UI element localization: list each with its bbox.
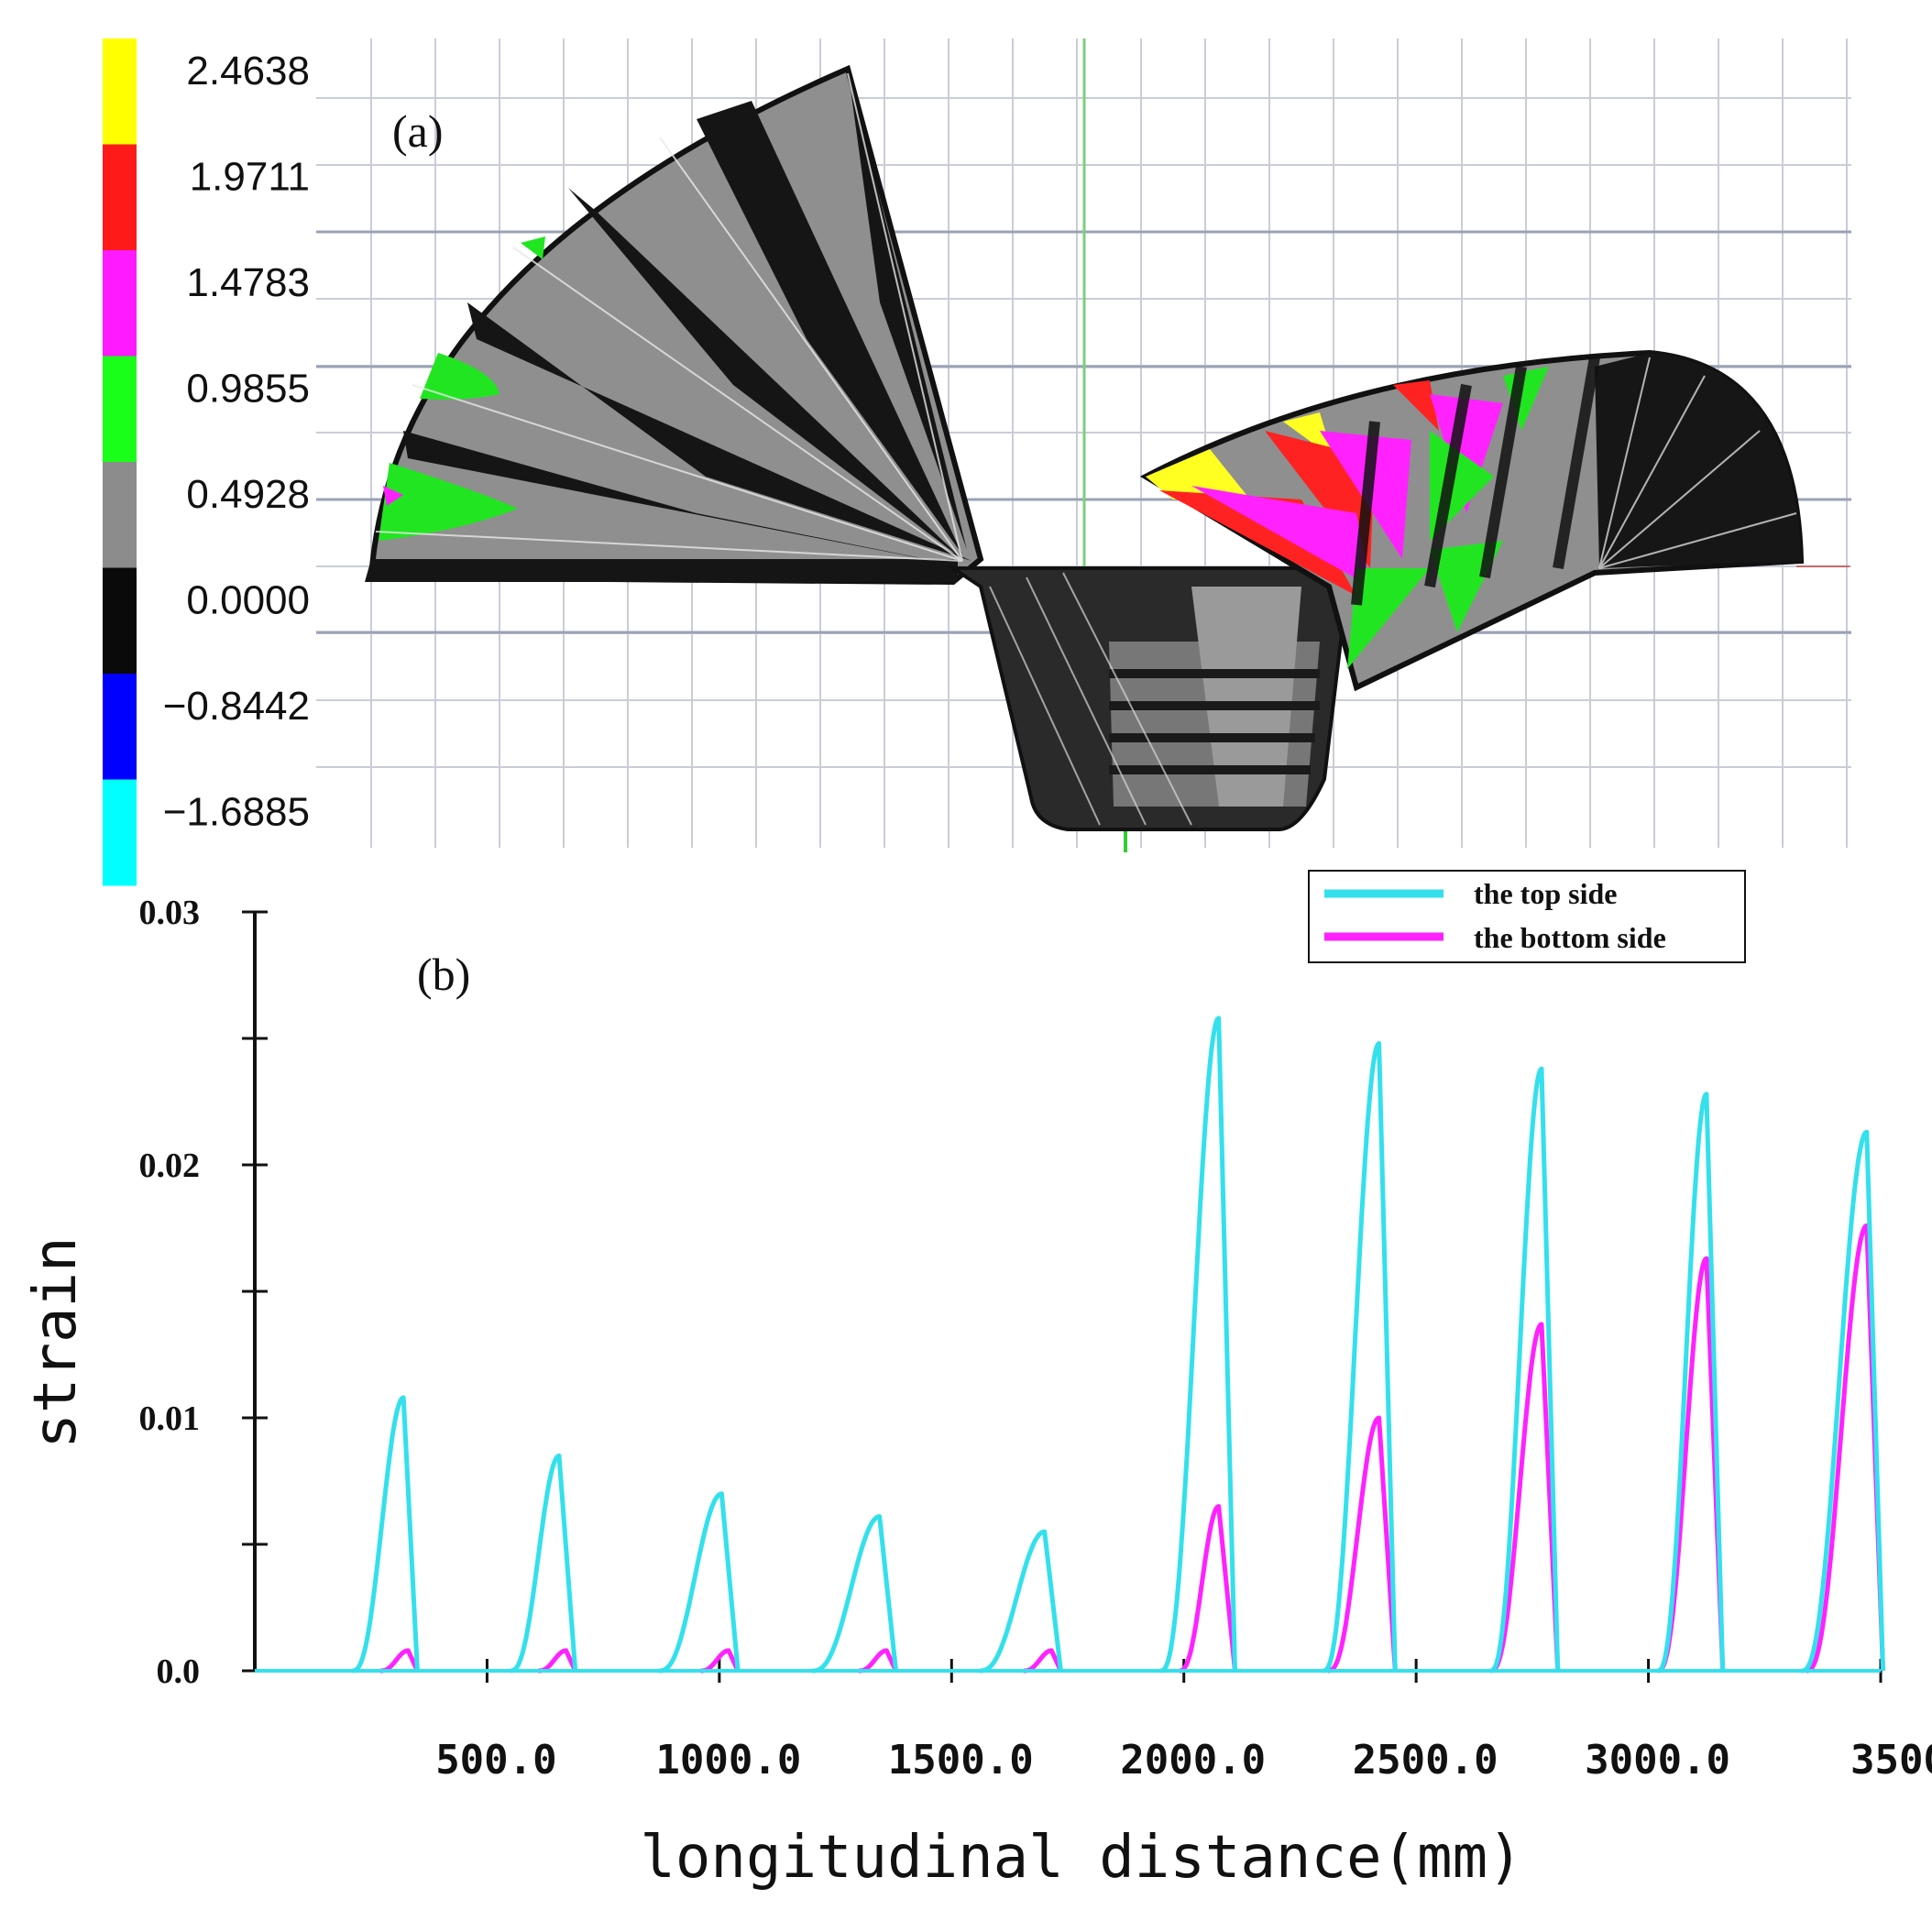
strain-peak xyxy=(509,1453,578,1674)
x-tick-label: 3000.0 xyxy=(1585,1737,1730,1784)
panel-a: 2.4638 1.9711 1.4783 0.9855 0.4928 0.0000 −0.8… xyxy=(103,38,1851,886)
strain-peak xyxy=(379,1648,420,1674)
y-tick-label: 0.03 xyxy=(139,894,201,932)
colorbar-label: 2.4638 xyxy=(186,49,310,93)
x-tick-label: 1500.0 xyxy=(888,1737,1034,1784)
colorbar-swatch xyxy=(103,674,137,780)
x-tick-label: 2000.0 xyxy=(1120,1737,1266,1784)
colorbar-label: −1.6885 xyxy=(163,790,310,835)
left-flange-mesh xyxy=(365,64,984,586)
x-tick-label: 2500.0 xyxy=(1353,1737,1498,1784)
colorbar-label: 0.0000 xyxy=(186,578,310,623)
colorbar-swatch xyxy=(103,356,137,463)
contour-colorbar: 2.4638 1.9711 1.4783 0.9855 0.4928 0.0000 −0.8… xyxy=(103,38,310,886)
strain-peak xyxy=(1489,1066,1561,1674)
y-tick-label: 0.02 xyxy=(139,1147,201,1185)
strain-peak xyxy=(351,1395,420,1674)
strain-peak xyxy=(811,1514,898,1674)
y-tick-label: 0.01 xyxy=(139,1400,201,1438)
strain-peak xyxy=(1656,1092,1726,1674)
colorbar-swatch xyxy=(103,144,137,251)
colorbar-label: 0.4928 xyxy=(186,472,310,517)
colorbar-swatch xyxy=(103,250,137,357)
series-bottom-side xyxy=(255,1223,1885,1674)
strain-peak xyxy=(1178,1504,1237,1674)
strain-peak xyxy=(857,1648,898,1674)
colorbar-label: 1.9711 xyxy=(190,155,310,200)
strain-peak xyxy=(979,1529,1063,1674)
panel-b-chart: 0.0 0.01 0.02 0.03 500.0 1000.0 1500.0 2000.0 2… xyxy=(22,870,1932,1892)
colorbar-swatch xyxy=(103,38,137,145)
strain-peak xyxy=(1159,1015,1237,1674)
x-axis-title: longitudinal distance(mm) xyxy=(640,1824,1522,1892)
y-tick-label: 0.0 xyxy=(157,1652,201,1691)
strain-peak xyxy=(1326,1415,1398,1674)
strain-peak xyxy=(536,1648,577,1674)
x-tick-label: 500.0 xyxy=(435,1737,556,1784)
colorbar-swatch xyxy=(103,462,137,568)
strain-peak xyxy=(658,1491,741,1674)
strain-peak xyxy=(1806,1223,1885,1674)
strain-peak xyxy=(1322,1041,1398,1674)
colorbar-label: 0.9855 xyxy=(186,367,310,412)
y-axis-title: strain xyxy=(22,1236,90,1448)
web-channel-mesh xyxy=(947,566,1350,831)
legend-label-top-side: the top side xyxy=(1474,877,1617,910)
colorbar-swatch xyxy=(103,779,137,886)
right-flange-mesh xyxy=(1139,349,1805,692)
panel-a-label: (a) xyxy=(392,105,444,157)
colorbar-swatch xyxy=(103,567,137,675)
legend-label-bottom-side: the bottom side xyxy=(1474,921,1666,954)
panel-b-label: (b) xyxy=(417,949,470,1000)
y-axis-ticks: 0.0 0.01 0.02 0.03 xyxy=(139,894,268,1691)
colorbar-label: −0.8442 xyxy=(163,684,310,729)
series-layer xyxy=(255,1015,1885,1674)
series-top-side xyxy=(255,1015,1885,1674)
colorbar-label: 1.4783 xyxy=(186,260,310,305)
strain-peak xyxy=(1022,1648,1063,1674)
strain-peak xyxy=(1801,1129,1885,1674)
x-tick-label: 1000.0 xyxy=(655,1737,801,1784)
legend: the top side the bottom side xyxy=(1308,870,1746,963)
legend-box xyxy=(1308,870,1746,963)
